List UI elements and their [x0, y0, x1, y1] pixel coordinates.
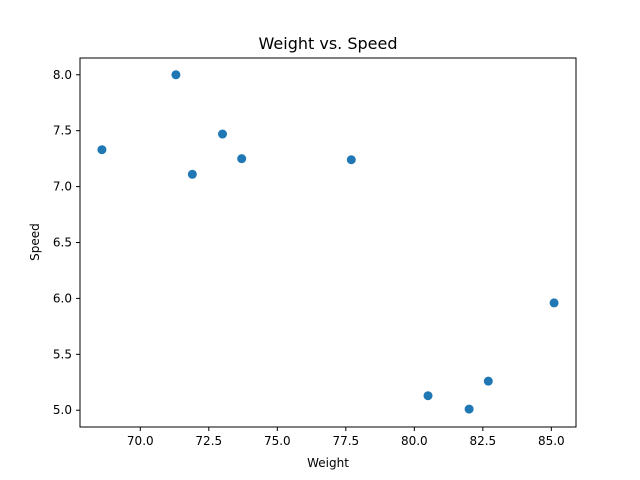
x-tick-label: 77.5 [332, 434, 359, 448]
x-tick-label: 82.5 [469, 434, 496, 448]
x-axis: 70.0 72.5 75.0 77.5 80.0 82.5 85.0 [127, 427, 565, 448]
scatter-point [549, 298, 559, 308]
x-tick-label: 70.0 [127, 434, 154, 448]
y-axis: 5.0 5.5 6.0 6.5 7.0 7.5 8.0 [53, 68, 80, 417]
x-tick-label: 80.0 [401, 434, 428, 448]
x-tick-label: 85.0 [538, 434, 565, 448]
scatter-point [483, 376, 493, 386]
plot-area [79, 57, 577, 428]
scatter-point [187, 169, 197, 179]
chart-title: Weight vs. Speed [259, 34, 398, 53]
scatter-point [171, 70, 181, 80]
y-tick-label: 7.5 [53, 124, 72, 138]
y-tick-label: 7.0 [53, 180, 72, 194]
scatter-point [217, 129, 227, 139]
scatter-point [346, 155, 356, 165]
y-tick-label: 6.0 [53, 291, 72, 305]
x-tick-label: 72.5 [195, 434, 222, 448]
scatter-point [237, 154, 247, 164]
y-tick-label: 5.0 [53, 403, 72, 417]
y-tick-label: 6.5 [53, 236, 72, 250]
x-axis-label: Weight [307, 456, 349, 470]
scatter-point [97, 145, 107, 155]
y-tick-label: 8.0 [53, 68, 72, 82]
data-points [97, 70, 559, 414]
x-tick-label: 75.0 [264, 434, 291, 448]
scatter-point [423, 391, 433, 401]
plot-frame [79, 57, 577, 428]
scatter-point [464, 404, 474, 414]
y-axis-label: Speed [28, 223, 42, 261]
y-tick-label: 5.5 [53, 347, 72, 361]
